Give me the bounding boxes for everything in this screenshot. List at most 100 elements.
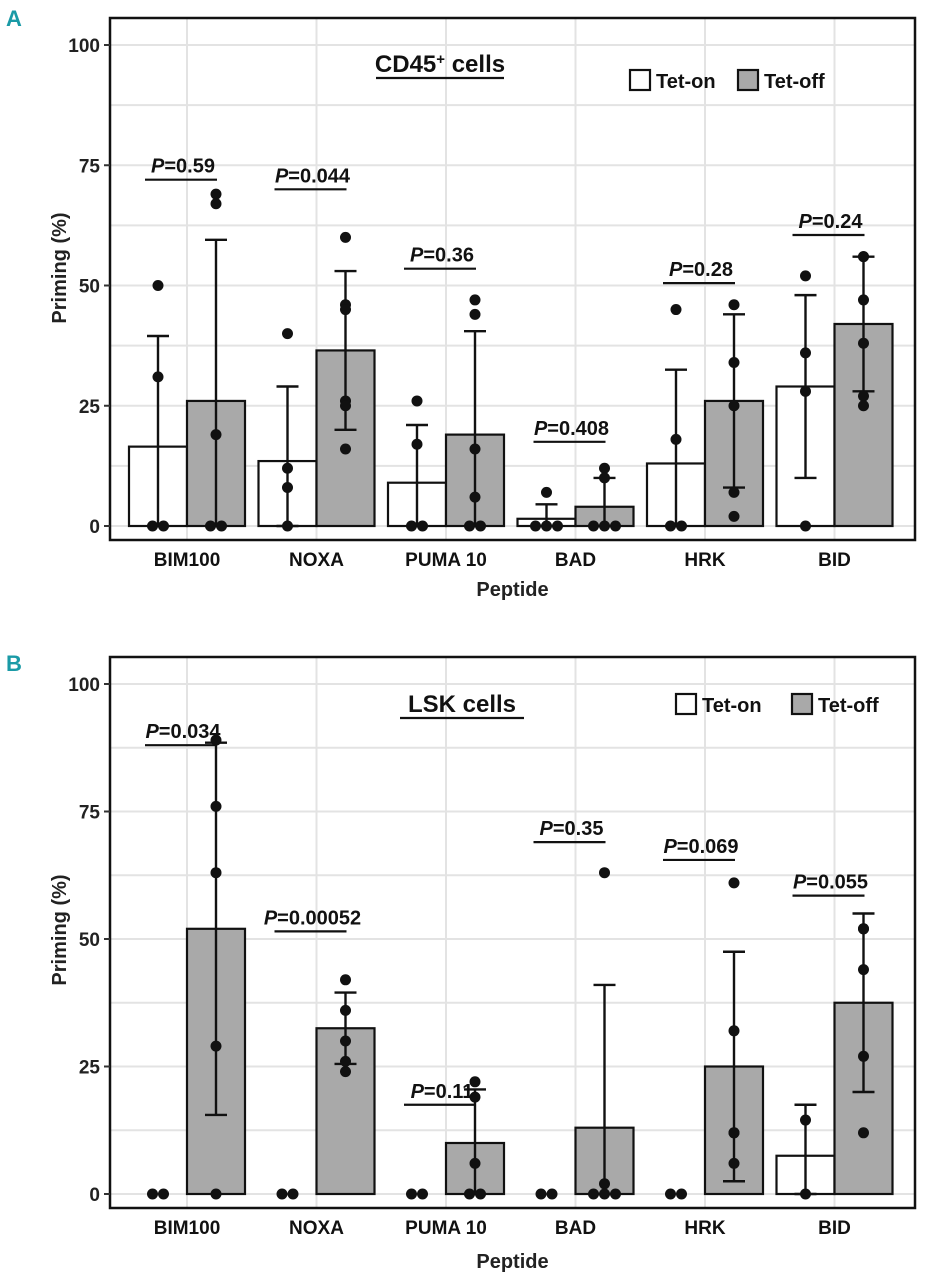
p-symbol: P — [669, 259, 683, 281]
data-point — [469, 443, 481, 455]
data-point — [464, 1188, 475, 1200]
p-value-label: P=0.034 — [145, 721, 221, 743]
p-symbol: P — [540, 818, 554, 840]
x-tick-label: PUMA 10 — [405, 1218, 487, 1239]
data-point — [676, 1188, 687, 1200]
y-tick-label: 25 — [79, 1058, 101, 1079]
p-equals: = — [677, 836, 689, 858]
p-symbol: P — [799, 211, 813, 233]
data-point — [552, 520, 563, 532]
data-point — [599, 472, 610, 484]
x-tick-label: HRK — [684, 1218, 725, 1239]
p-equals: = — [682, 259, 694, 281]
data-point — [210, 734, 222, 746]
x-tick-label: BID — [818, 550, 851, 571]
p-symbol: P — [151, 156, 165, 178]
data-point — [599, 520, 610, 532]
p-value-label: P=0.36 — [410, 245, 474, 267]
p-equals: = — [423, 245, 435, 267]
p-symbol: P — [793, 872, 807, 894]
data-point — [728, 299, 740, 311]
data-point — [340, 974, 351, 986]
data-point — [469, 1076, 481, 1088]
data-point — [588, 1188, 599, 1200]
p-symbol: P — [410, 245, 424, 267]
p-equals: = — [553, 818, 565, 840]
data-point — [535, 1188, 547, 1200]
data-point — [469, 294, 481, 306]
p-value-label: P=0.408 — [534, 418, 609, 440]
p-value-label: P=0.00052 — [264, 907, 361, 929]
p-value-label: P=0.35 — [540, 818, 604, 840]
data-point — [340, 1035, 351, 1047]
data-point — [282, 482, 293, 494]
panel-letter: B — [6, 651, 22, 676]
x-tick-label: BAD — [555, 550, 596, 571]
p-equals: = — [812, 211, 824, 233]
group-bim100: P=0.59 — [127, 156, 247, 532]
p-equals: = — [159, 721, 171, 743]
p-symbol: P — [663, 836, 677, 858]
data-point — [340, 304, 351, 316]
group-bim100: P=0.034 — [145, 721, 247, 1200]
data-point — [858, 251, 869, 263]
data-point — [665, 520, 676, 532]
data-point — [469, 308, 481, 320]
p-symbol: P — [411, 1081, 425, 1103]
data-point — [541, 486, 552, 498]
p-value: 0.034 — [170, 721, 221, 743]
data-point — [216, 520, 227, 532]
data-point — [210, 198, 222, 210]
data-point — [340, 1055, 351, 1067]
data-point — [728, 877, 740, 889]
p-symbol: P — [145, 721, 159, 743]
p-value: 0.36 — [435, 245, 474, 267]
y-tick-label: 75 — [79, 156, 101, 177]
data-point — [276, 1188, 288, 1200]
data-point — [599, 462, 610, 474]
data-point — [541, 520, 552, 532]
data-point — [411, 438, 423, 450]
p-value-label: P=0.59 — [151, 156, 215, 178]
data-point — [152, 280, 164, 291]
x-tick-label: HRK — [684, 550, 725, 571]
data-point — [800, 1188, 811, 1200]
p-symbol: P — [534, 418, 548, 440]
p-value: 0.35 — [565, 818, 604, 840]
p-equals: = — [424, 1081, 436, 1103]
data-point — [147, 520, 158, 532]
data-point — [676, 520, 687, 532]
data-point — [469, 491, 481, 503]
chart-title-suffix: cells — [445, 51, 505, 78]
group-puma-10: P=0.11 — [404, 1076, 506, 1200]
data-point — [670, 304, 682, 316]
group-noxa: P=0.00052 — [264, 907, 376, 1200]
data-point — [287, 1188, 299, 1200]
panel-a: A 0 25 50 75 100 Priming (%) Peptide CD45+ cells… — [6, 6, 917, 601]
data-point — [282, 520, 293, 532]
legend-label-tet-off: Tet-off — [818, 695, 879, 717]
data-point — [210, 800, 222, 812]
p-symbol: P — [264, 907, 278, 929]
group-bad: P=0.35 — [533, 818, 635, 1200]
p-value: 0.59 — [176, 156, 215, 178]
data-point — [728, 486, 740, 498]
p-value: 0.00052 — [289, 907, 361, 929]
plot-frame — [108, 655, 917, 1210]
data-point — [670, 433, 682, 445]
data-point — [728, 510, 740, 522]
data-point — [530, 520, 541, 532]
chart-title: LSK cells — [408, 691, 516, 718]
data-point — [599, 1178, 610, 1190]
group-noxa: P=0.044 — [257, 165, 376, 532]
data-point — [417, 520, 428, 532]
x-tick-label: NOXA — [289, 550, 344, 571]
data-point — [469, 1157, 481, 1169]
legend-swatch-tet-on — [628, 68, 652, 92]
plot-frame — [108, 16, 917, 542]
data-point — [728, 1127, 740, 1139]
x-axis-title: Peptide — [476, 579, 548, 601]
data-point — [858, 400, 869, 412]
data-point — [665, 1188, 676, 1200]
data-point — [417, 1188, 428, 1200]
